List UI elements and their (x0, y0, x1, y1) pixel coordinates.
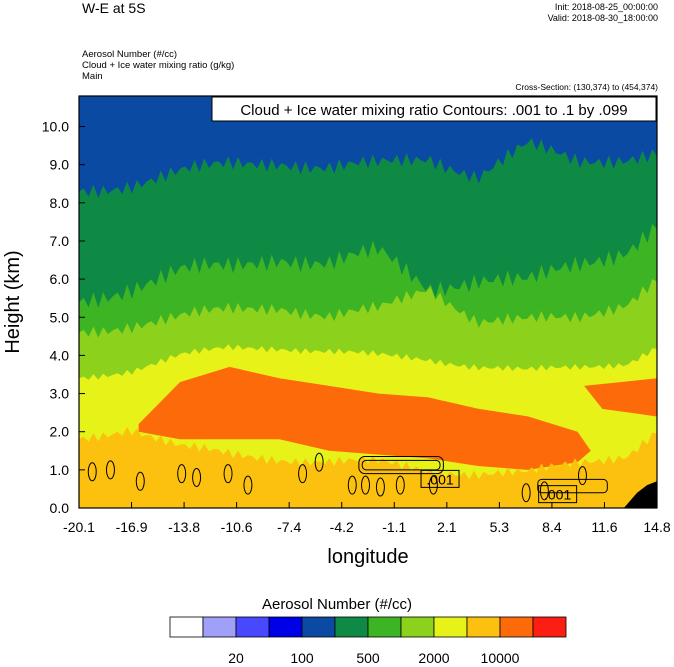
cloud-contour (243, 475, 253, 495)
colorbar-swatch (433, 616, 468, 638)
colorbar-label: 20 (228, 650, 244, 666)
cloud-contour (177, 464, 187, 484)
cloud-contour (428, 475, 438, 495)
y-tick-label: 7.0 (50, 233, 70, 249)
field-label-cloud: Cloud + Ice water mixing ratio (g/kg) (82, 60, 235, 71)
cloud-contour (577, 466, 587, 486)
x-tick-label: -1.1 (382, 519, 406, 535)
y-tick-label: 3.0 (50, 386, 70, 402)
cloud-contour (192, 467, 202, 487)
cloud-contour (314, 452, 324, 472)
y-tick-label: 10.0 (42, 119, 69, 135)
plot-title: W-E at 5S (82, 0, 146, 16)
y-tick-label: 2.0 (50, 424, 70, 440)
colorbar-swatch (466, 616, 501, 638)
colorbar-swatch (202, 616, 237, 638)
x-tick-label: 11.6 (591, 519, 617, 535)
x-tick-label: -20.1 (63, 519, 95, 535)
cloud-contour (537, 478, 608, 494)
x-tick-label: 5.3 (490, 519, 510, 535)
plot-frame (78, 95, 658, 509)
colorbar-swatch (301, 616, 336, 638)
cloud-contour (375, 477, 385, 497)
contour-label: .001 (544, 487, 571, 503)
band-orange-east (584, 378, 657, 417)
band-orange-core (138, 366, 591, 470)
x-axis-label: longitude (327, 546, 408, 568)
cloud-contour (223, 464, 233, 484)
valid-time: Valid: 2018-08-30_18:00:00 (547, 13, 658, 23)
field-label-aerosol: Aerosol Number (#/cc) (82, 49, 178, 60)
cloud-contour (539, 481, 549, 501)
chart-title-box (211, 96, 657, 122)
y-tick-label: 1.0 (50, 462, 70, 478)
colorbar-swatch (499, 616, 534, 638)
y-axis-label: Height (km) (2, 250, 24, 353)
colorbar-swatch (235, 616, 270, 638)
band-amber (79, 426, 657, 508)
plot-area: .001 .001 (79, 96, 657, 508)
x-tick-label: -7.4 (277, 519, 301, 535)
cloud-contour (395, 475, 405, 495)
contour-label-box (538, 485, 578, 504)
colorbar-swatch (334, 616, 369, 638)
colorbar-swatch (268, 616, 303, 638)
x-tick-label: 2.1 (437, 519, 457, 535)
colorbar-label: 100 (290, 650, 314, 666)
init-time: Init: 2018-08-25_00:00:00 (554, 2, 658, 12)
x-tick-label: 8.4 (542, 519, 562, 535)
x-tick-label: -16.9 (116, 519, 148, 535)
y-tick-label: 0.0 (50, 500, 70, 516)
y-tick-label: 9.0 (50, 157, 70, 173)
colorbar-label: 500 (356, 650, 380, 666)
contour-label: .001 (426, 471, 453, 487)
x-tick-label: -4.2 (330, 519, 354, 535)
colorbar-swatch (367, 616, 402, 638)
chart-title: Cloud + Ice water mixing ratio Contours:… (240, 102, 627, 119)
x-tick-label: 14.8 (643, 519, 670, 535)
cloud-contour (521, 483, 531, 503)
colorbar-title: Aerosol Number (#/cc) (261, 596, 413, 613)
colorbar-label: 10000 (481, 650, 520, 666)
field-label-main: Main (82, 71, 103, 82)
cross-section-label: Cross-Section: (130,374) to (454,374) (515, 82, 658, 92)
y-tick-label: 4.0 (50, 347, 70, 363)
cloud-contour (298, 464, 308, 484)
x-tick-label: -10.6 (221, 519, 253, 535)
cloud-contour (361, 459, 441, 471)
y-tick-label: 6.0 (50, 271, 70, 287)
y-tick-label: 8.0 (50, 195, 70, 211)
cloud-contour (87, 462, 97, 482)
x-tick-label: -13.8 (168, 519, 200, 535)
cloud-contour (358, 456, 444, 475)
cloud-contour (135, 471, 145, 491)
terrain (623, 481, 657, 508)
y-tick-label: 5.0 (50, 309, 70, 325)
cloud-contour (347, 475, 357, 495)
cloud-contour (105, 460, 115, 480)
colorbar-swatch (169, 616, 204, 638)
contour-label-box (420, 469, 460, 488)
cloud-contour (361, 475, 371, 495)
colorbar-label: 2000 (418, 650, 449, 666)
colorbar-swatch (532, 616, 567, 638)
colorbar-swatch (400, 616, 435, 638)
